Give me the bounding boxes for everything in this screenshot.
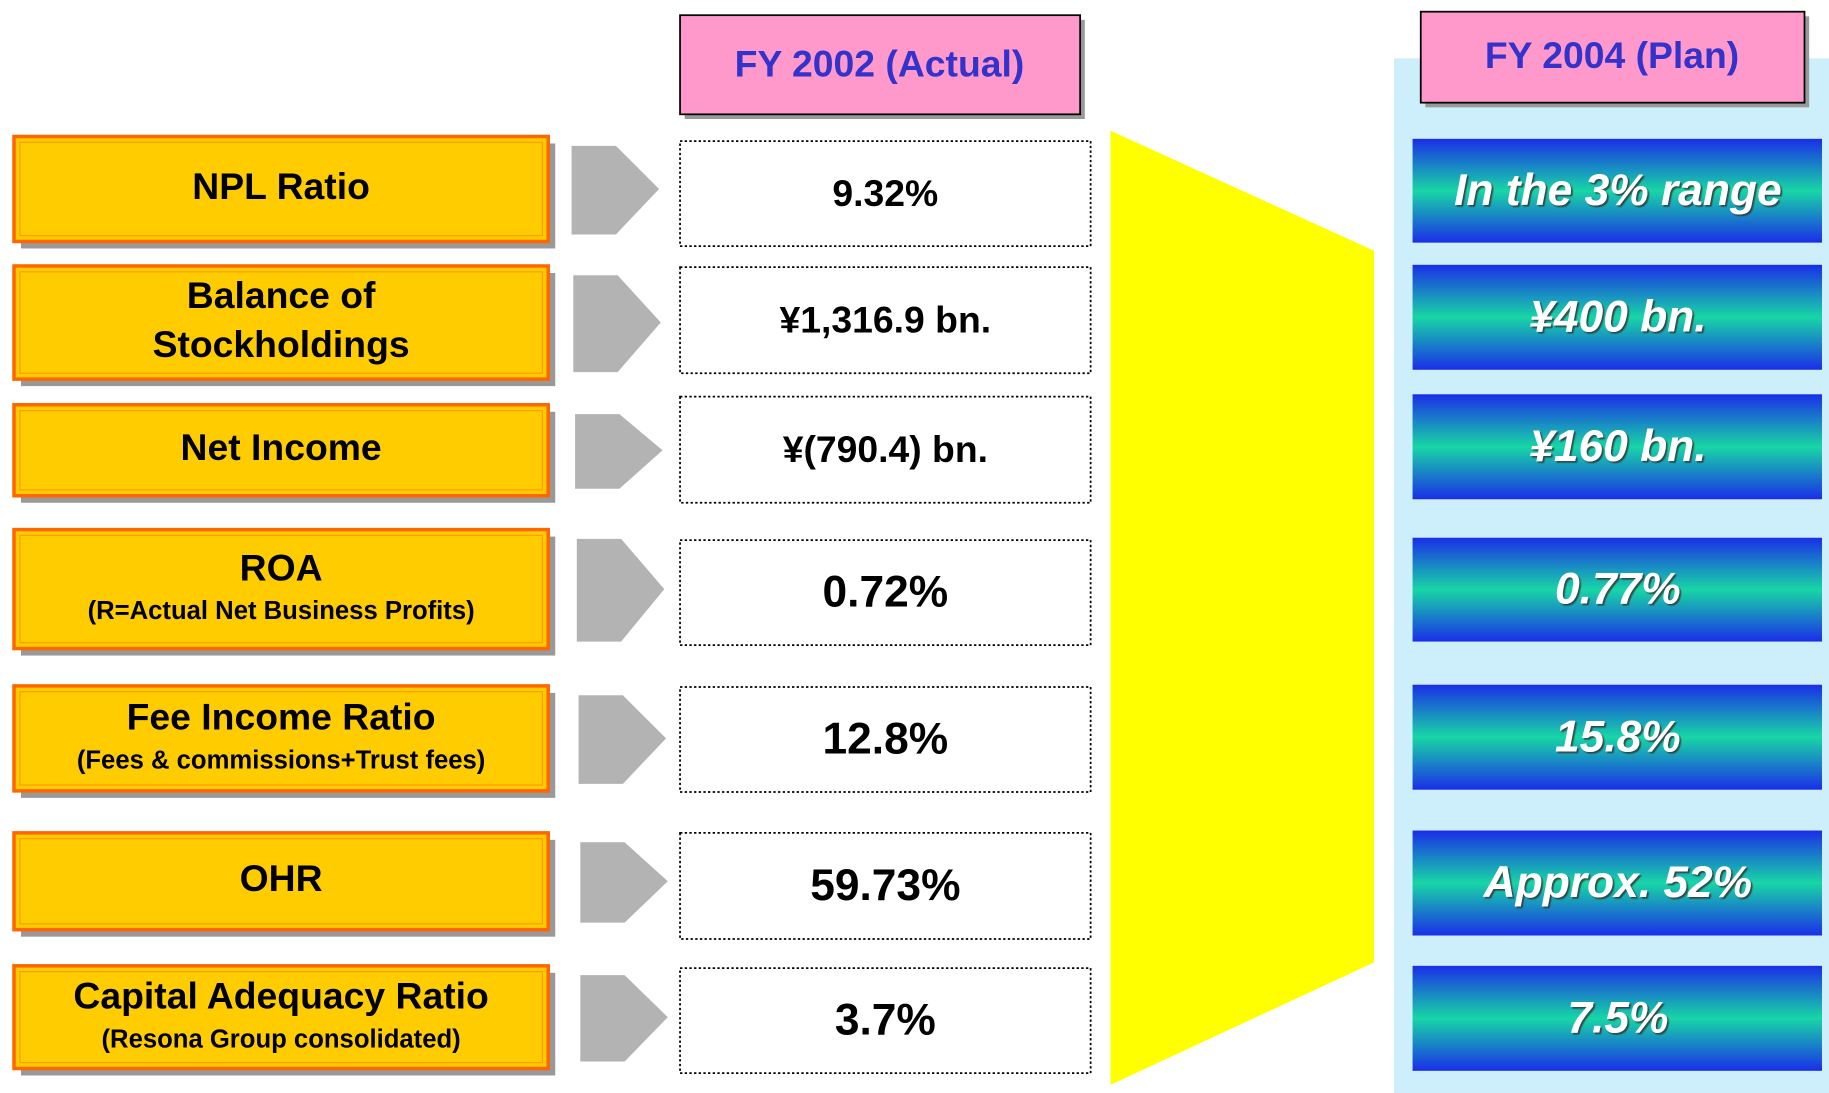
plan-value: 0.77% — [1555, 565, 1681, 614]
plan-box — [1412, 965, 1823, 1071]
plan-box — [1412, 684, 1823, 790]
label-box — [12, 134, 550, 244]
label: Capital Adequacy Ratio — [73, 974, 488, 1016]
label: Balance of — [187, 274, 376, 316]
actual-box — [679, 395, 1092, 504]
rows: NPL Ratio 9.32% In the 3% range Balance of S… — [12, 134, 1823, 1076]
label-inner — [19, 141, 543, 237]
label-inner — [19, 410, 543, 491]
arrow — [575, 414, 663, 489]
sublabel: (Resona Group consolidated) — [102, 1025, 461, 1053]
label: NPL Ratio — [192, 165, 370, 207]
arrow — [571, 145, 660, 235]
label: Fee Income Ratio — [127, 696, 436, 738]
label-box — [12, 403, 550, 498]
plan-box — [1412, 830, 1823, 936]
arrow — [580, 842, 668, 923]
label-box — [12, 684, 550, 793]
label-box — [12, 527, 550, 651]
arrow — [573, 275, 661, 373]
label: ROA — [240, 546, 323, 588]
actual-value: 12.8% — [823, 715, 949, 764]
actual-value: 59.73% — [810, 861, 960, 910]
label-box — [12, 264, 550, 381]
actual-box — [679, 831, 1092, 940]
plan-box — [1412, 138, 1823, 243]
plan-value: Approx. 52% — [1483, 858, 1752, 907]
actual-value: 9.32% — [832, 172, 938, 214]
sublabel: (Fees & commissions+Trust fees) — [77, 746, 486, 774]
label-inner — [19, 534, 543, 644]
arrow — [576, 538, 665, 642]
plan-value: ¥400 bn. — [1529, 292, 1706, 341]
plan-value: 7.5% — [1567, 993, 1668, 1042]
label: OHR — [240, 857, 323, 899]
header-plan: FY 2004 (Plan) — [1485, 34, 1739, 76]
plan-value: ¥160 bn. — [1529, 422, 1706, 471]
actual-box — [679, 539, 1092, 646]
plan-box — [1412, 537, 1823, 642]
arrow — [580, 975, 668, 1062]
actual-box — [679, 266, 1092, 375]
label: Stockholdings — [153, 323, 410, 365]
actual-box — [679, 967, 1092, 1075]
label: Net Income — [181, 426, 382, 468]
plan-box — [1412, 264, 1823, 370]
label-inner — [19, 971, 543, 1064]
sublabel: (R=Actual Net Business Profits) — [88, 597, 475, 625]
label-box — [12, 831, 550, 932]
label-inner — [19, 691, 543, 786]
arrow — [578, 695, 667, 784]
label-box — [12, 964, 550, 1071]
header-actual: FY 2002 (Actual) — [735, 42, 1025, 84]
header-actual-box — [679, 14, 1082, 116]
plan-value: 15.8% — [1555, 712, 1681, 761]
header-plan-box — [1419, 10, 1806, 104]
label-inner — [19, 838, 543, 925]
actual-value: ¥(790.4) bn. — [783, 428, 988, 470]
plan-box — [1412, 394, 1823, 500]
actual-box — [679, 140, 1092, 248]
actual-value: ¥1,316.9 bn. — [780, 298, 992, 340]
label-inner — [19, 271, 543, 374]
actual-box — [679, 686, 1092, 793]
plan-value: In the 3% range — [1454, 166, 1782, 215]
funnel — [1110, 130, 1375, 1085]
actual-value: 0.72% — [823, 568, 949, 617]
actual-value: 3.7% — [835, 996, 936, 1045]
